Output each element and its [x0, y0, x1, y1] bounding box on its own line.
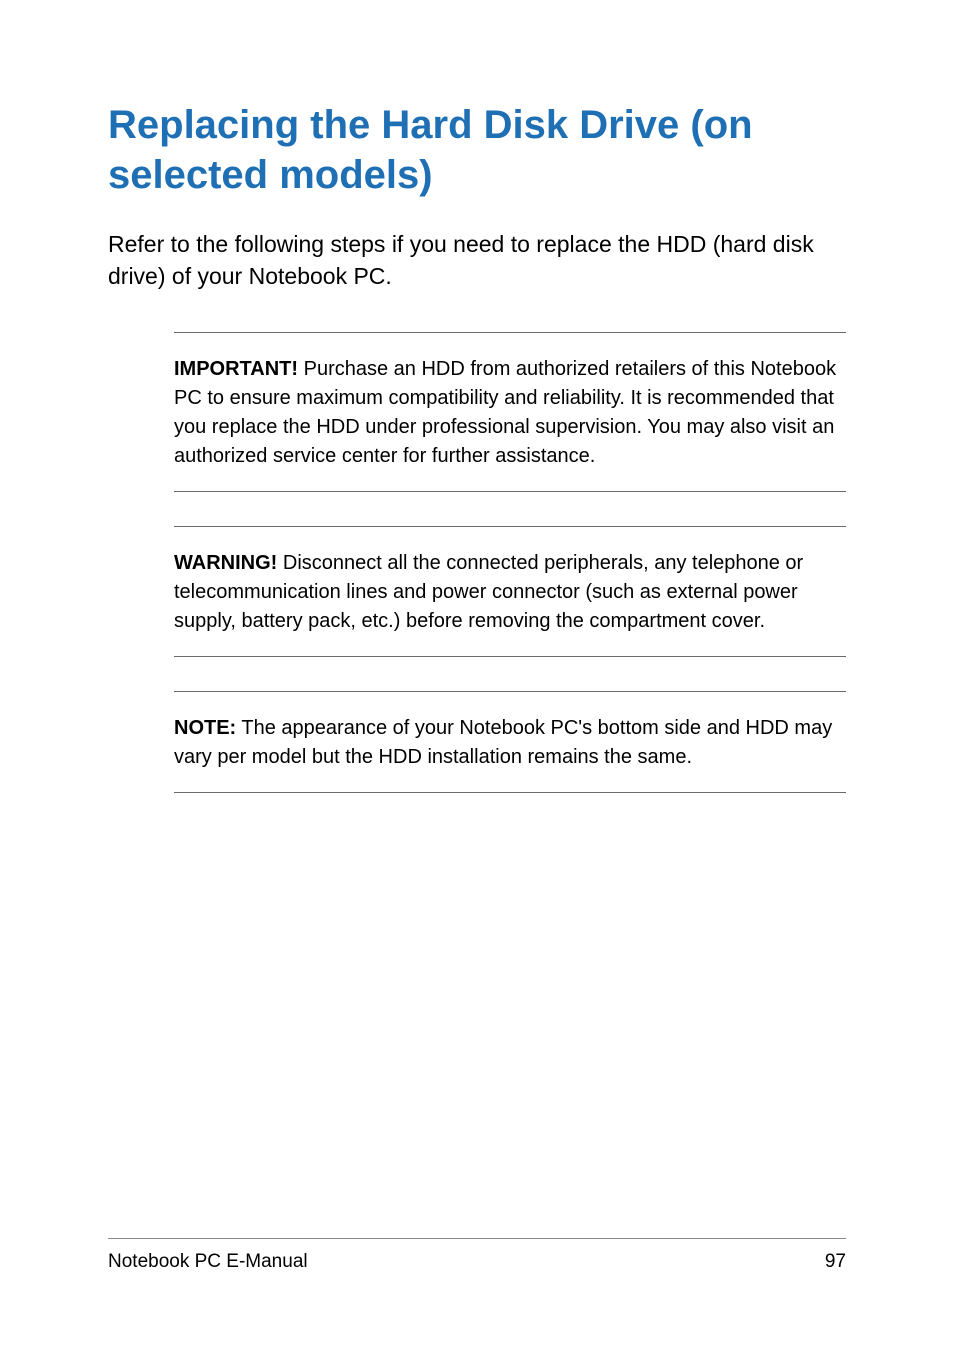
callouts-container: IMPORTANT! Purchase an HDD from authoriz… [174, 332, 846, 793]
page-footer: Notebook PC E-Manual 97 [108, 1238, 846, 1273]
page: Replacing the Hard Disk Drive (on select… [0, 0, 954, 1345]
callout-note: NOTE: The appearance of your Notebook PC… [174, 691, 846, 793]
callout-warning: WARNING! Disconnect all the connected pe… [174, 526, 846, 657]
callout-label: NOTE: [174, 717, 236, 739]
page-heading: Replacing the Hard Disk Drive (on select… [108, 100, 846, 200]
callout-important: IMPORTANT! Purchase an HDD from authoriz… [174, 332, 846, 492]
callout-body: The appearance of your Notebook PC's bot… [174, 717, 832, 768]
footer-page-number: 97 [825, 1251, 846, 1273]
callout-label: IMPORTANT! [174, 358, 298, 380]
footer-left: Notebook PC E-Manual [108, 1251, 308, 1273]
intro-paragraph: Refer to the following steps if you need… [108, 228, 846, 292]
callout-label: WARNING! [174, 552, 277, 574]
